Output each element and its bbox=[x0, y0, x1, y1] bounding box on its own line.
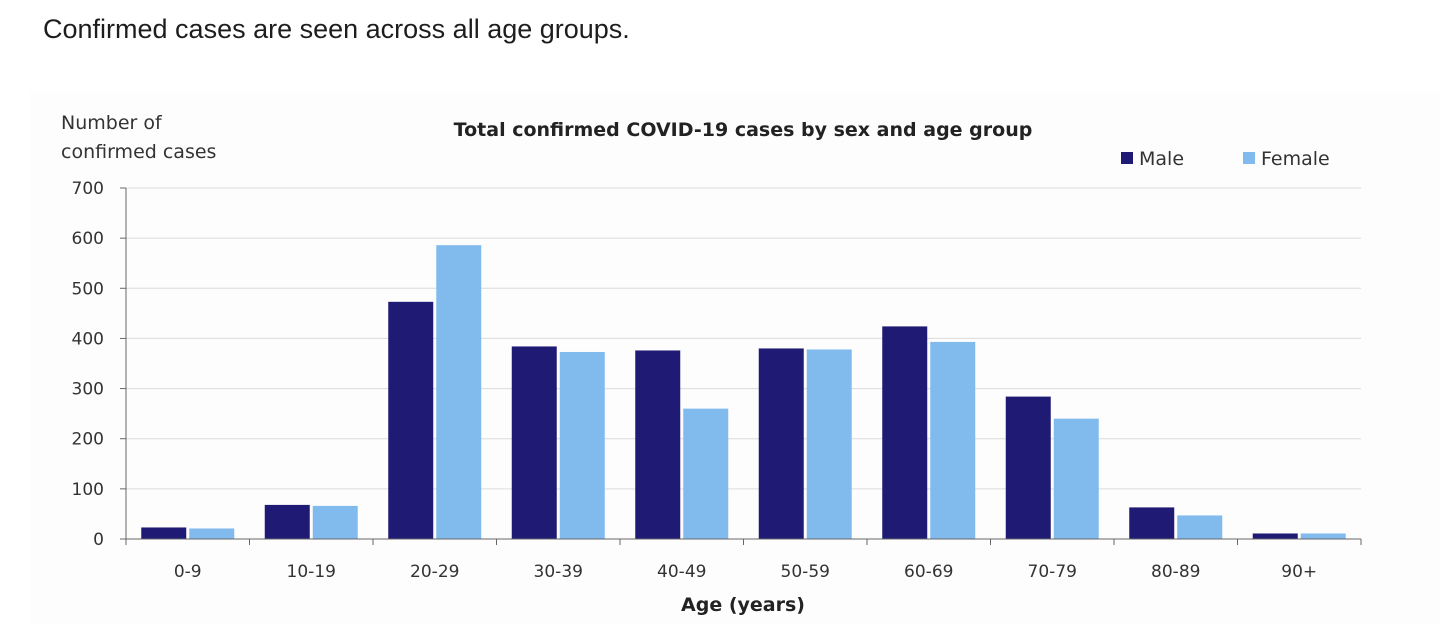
legend-label-male: Male bbox=[1139, 148, 1184, 170]
x-tick-label: 0-9 bbox=[174, 562, 202, 582]
bar-female-70-79 bbox=[1053, 418, 1099, 539]
bar-male-90+ bbox=[1252, 533, 1298, 539]
grid-lines bbox=[126, 187, 1361, 490]
y-tick-label: 500 bbox=[72, 279, 104, 299]
bar-male-20-29 bbox=[388, 301, 434, 539]
bar-female-0-9 bbox=[189, 528, 235, 539]
x-tick-label: 70-79 bbox=[1028, 562, 1077, 582]
y-tick-label: 0 bbox=[93, 530, 104, 550]
y-axis-label-line-2: confirmed cases bbox=[61, 141, 216, 163]
bar-female-10-19 bbox=[312, 505, 358, 539]
x-axis: 0-9 10-19 20-29 30-39 40-49 50-59 60-69 70-79 80… bbox=[125, 538, 1362, 582]
intro-text: Confirmed cases are seen across all age … bbox=[43, 14, 630, 44]
bar-male-80-89 bbox=[1129, 507, 1175, 539]
x-tick-label: 10-19 bbox=[287, 562, 336, 582]
chart-title: Total confirmed COVID-19 cases by sex an… bbox=[454, 119, 1033, 141]
bar-female-30-39 bbox=[559, 351, 605, 539]
y-tick-label: 600 bbox=[72, 229, 104, 249]
x-tick-label: 90+ bbox=[1281, 562, 1317, 582]
y-tick-label: 400 bbox=[72, 329, 104, 349]
x-tick-label: 40-49 bbox=[657, 562, 706, 582]
bar-female-20-29 bbox=[436, 245, 482, 540]
y-tick-label: 100 bbox=[72, 480, 104, 500]
bars bbox=[141, 245, 1346, 540]
bar-male-0-9 bbox=[141, 527, 187, 539]
bar-male-40-49 bbox=[635, 350, 681, 539]
y-axis: 0 100 200 300 400 500 600 700 bbox=[72, 179, 127, 550]
bar-female-40-49 bbox=[683, 408, 729, 539]
bar-male-70-79 bbox=[1005, 396, 1051, 539]
bar-female-60-69 bbox=[930, 341, 976, 539]
bar-male-50-59 bbox=[758, 348, 804, 539]
legend-swatch-male bbox=[1121, 152, 1133, 164]
bar-female-50-59 bbox=[806, 349, 852, 539]
y-tick-label: 200 bbox=[72, 430, 104, 450]
bar-female-90+ bbox=[1300, 533, 1346, 539]
x-tick-label: 80-89 bbox=[1151, 562, 1200, 582]
y-tick-label: 300 bbox=[72, 380, 104, 400]
bar-male-30-39 bbox=[511, 346, 557, 539]
legend-label-female: Female bbox=[1261, 148, 1330, 170]
x-tick-label: 30-39 bbox=[534, 562, 583, 582]
x-tick-label: 50-59 bbox=[781, 562, 830, 582]
x-axis-label: Age (years) bbox=[681, 594, 805, 616]
bar-female-80-89 bbox=[1177, 515, 1223, 539]
y-tick-label: 700 bbox=[72, 179, 104, 199]
x-tick-label: 60-69 bbox=[904, 562, 953, 582]
bar-male-60-69 bbox=[882, 326, 928, 539]
bar-male-10-19 bbox=[264, 504, 310, 539]
y-axis-label-line-1: Number of bbox=[61, 112, 163, 134]
x-tick-label: 20-29 bbox=[410, 562, 459, 582]
chart-legend: Male Female bbox=[1121, 148, 1330, 170]
legend-swatch-female bbox=[1243, 152, 1255, 164]
